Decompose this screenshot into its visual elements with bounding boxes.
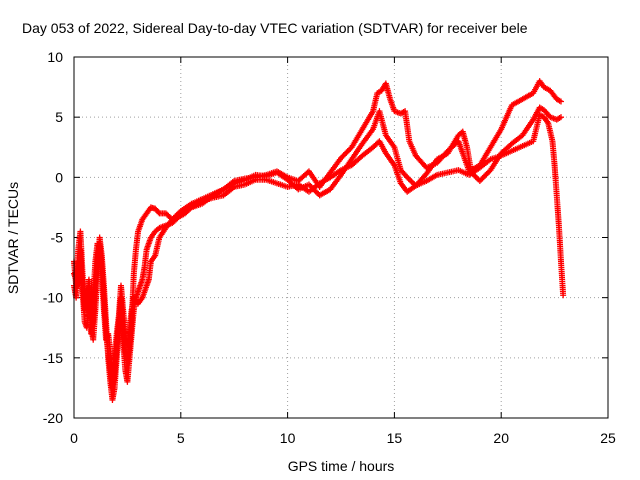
y-axis-label: SDTVAR / TECUs [5, 182, 21, 294]
series-track-c [71, 78, 565, 373]
grid-layer [74, 57, 608, 418]
data-point [558, 114, 565, 121]
y-tick-label: -5 [51, 230, 64, 246]
plot-frame [73, 56, 609, 419]
y-tick-label: 0 [55, 169, 63, 185]
x-tick-label: 10 [280, 430, 296, 446]
x-axis-label: GPS time / hours [288, 458, 395, 474]
y-tick-label: -10 [43, 290, 63, 306]
chart-title: Day 053 of 2022, Sidereal Day-to-day VTE… [22, 20, 528, 36]
points-layer [71, 78, 567, 403]
data-point [155, 209, 162, 216]
y-tick-label: -20 [43, 410, 63, 426]
y-tick-label: 10 [47, 49, 63, 65]
x-tick-label: 0 [70, 430, 78, 446]
ticks-layer: 0 5 10 15 20 25 -20 -15 -10 -5 0 5 10 [43, 49, 616, 446]
data-point [408, 178, 415, 185]
x-tick-label: 5 [177, 430, 185, 446]
data-point [558, 98, 565, 105]
series-track-a [71, 111, 567, 403]
y-tick-label: 5 [55, 109, 63, 125]
data-point [560, 292, 567, 299]
data-point [407, 177, 414, 184]
y-tick-label: -15 [43, 350, 63, 366]
x-tick-label: 20 [493, 430, 509, 446]
x-tick-label: 25 [600, 430, 616, 446]
x-tick-label: 15 [387, 430, 403, 446]
